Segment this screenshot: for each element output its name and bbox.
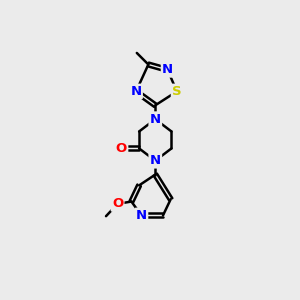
Text: O: O (112, 197, 123, 210)
Text: N: N (162, 63, 173, 76)
Text: N: N (150, 154, 161, 167)
Text: S: S (172, 85, 182, 98)
Text: N: N (130, 85, 142, 98)
Text: N: N (136, 209, 147, 222)
Text: N: N (150, 113, 161, 126)
Text: O: O (116, 142, 127, 155)
